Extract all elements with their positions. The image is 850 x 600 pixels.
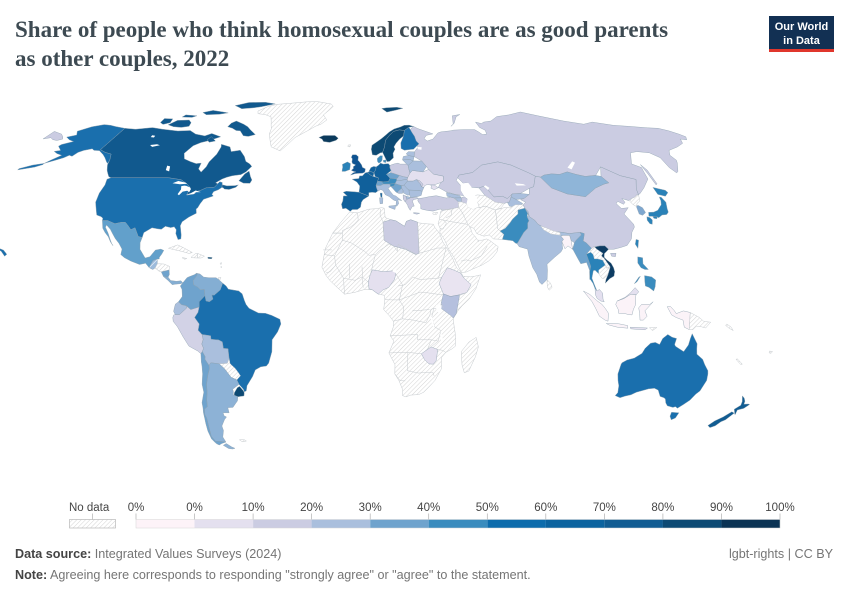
svg-text:0%: 0%	[128, 502, 145, 514]
svg-text:60%: 60%	[534, 502, 557, 514]
svg-text:30%: 30%	[359, 502, 382, 514]
svg-text:0%: 0%	[186, 502, 203, 514]
svg-text:40%: 40%	[417, 502, 440, 514]
svg-text:100%: 100%	[765, 502, 794, 514]
svg-text:20%: 20%	[300, 502, 323, 514]
svg-text:80%: 80%	[651, 502, 674, 514]
svg-text:50%: 50%	[476, 502, 499, 514]
svg-text:10%: 10%	[242, 502, 265, 514]
svg-text:No data: No data	[69, 502, 110, 514]
svg-text:90%: 90%	[710, 502, 733, 514]
svg-text:70%: 70%	[593, 502, 616, 514]
